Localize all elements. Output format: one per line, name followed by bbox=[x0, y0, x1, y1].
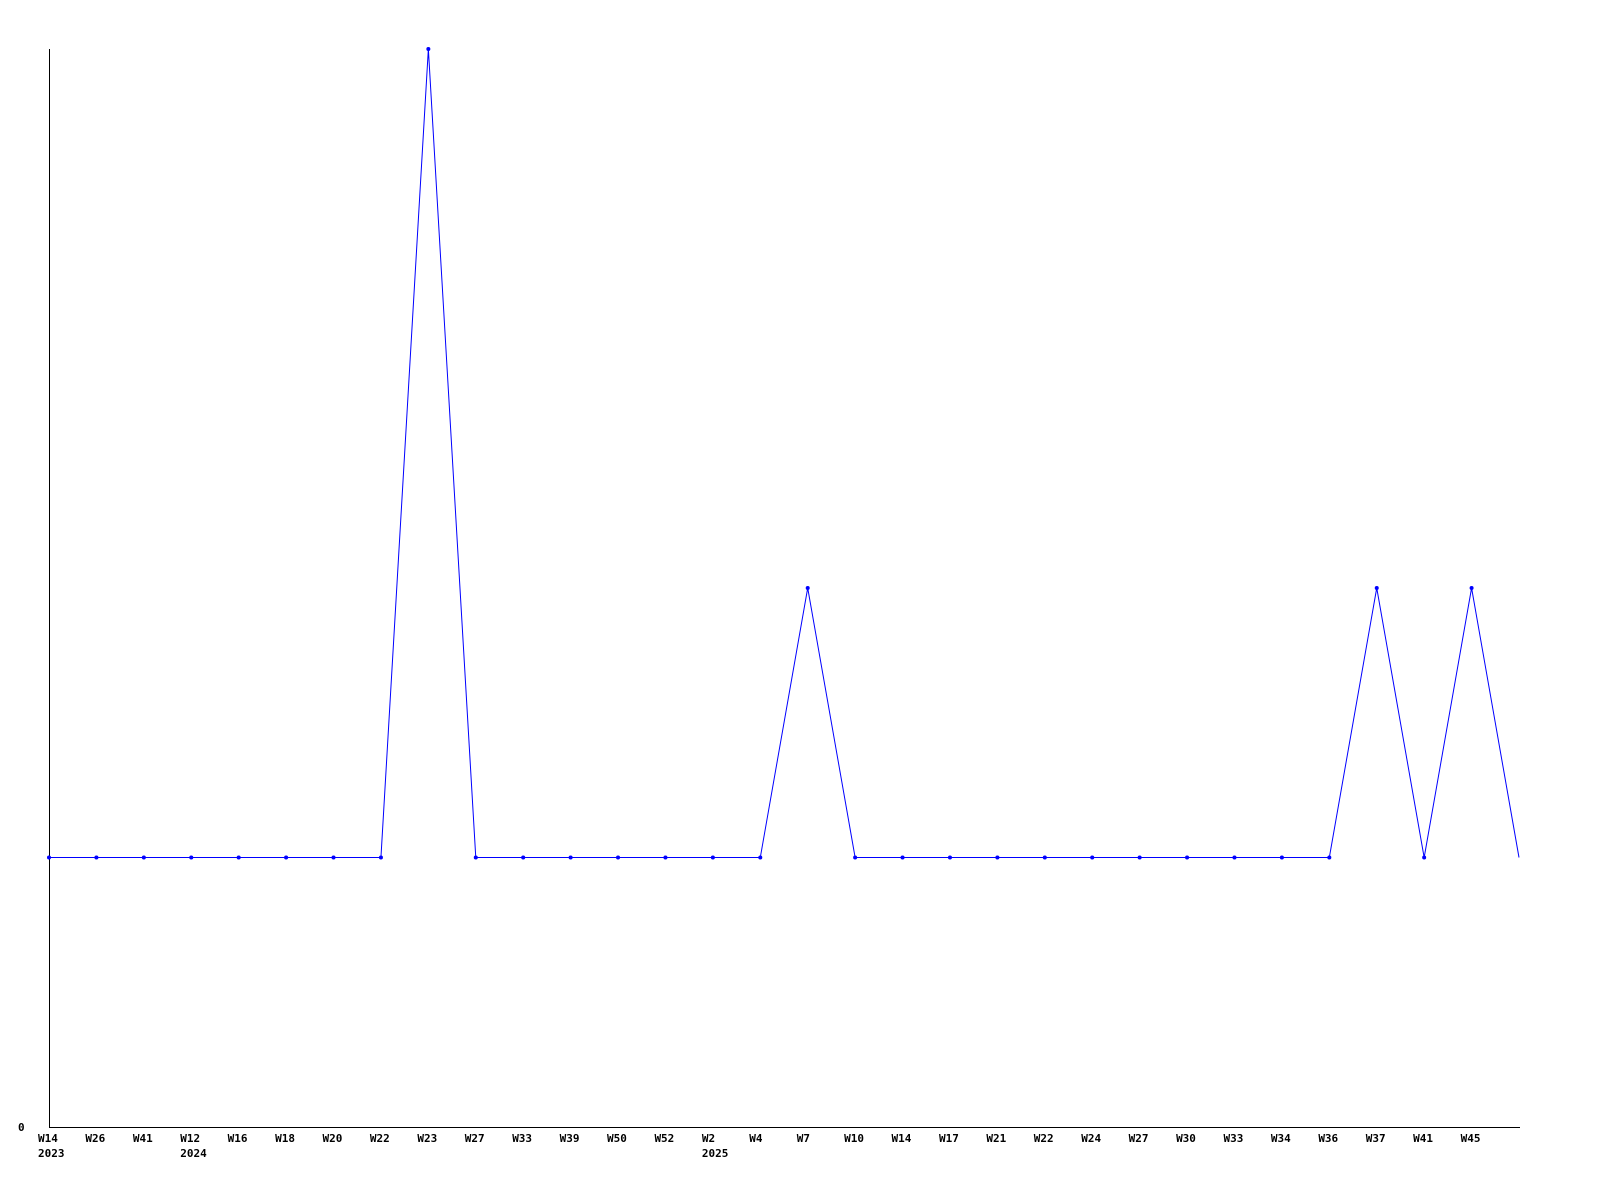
data-point bbox=[947, 855, 952, 860]
x-tick-label: W41 bbox=[133, 1132, 153, 1145]
data-point bbox=[141, 855, 146, 860]
x-tick-label: W27 bbox=[465, 1132, 485, 1145]
data-point bbox=[1374, 586, 1379, 590]
x-tick-label: W22 bbox=[1034, 1132, 1054, 1145]
data-point bbox=[426, 47, 431, 51]
x-tick-label: W7 bbox=[797, 1132, 810, 1145]
series-line bbox=[49, 48, 1520, 858]
x-tick-label: W14 bbox=[892, 1132, 912, 1145]
data-point bbox=[1279, 855, 1284, 860]
x-tick-label: W50 bbox=[607, 1132, 627, 1145]
data-point bbox=[995, 855, 1000, 860]
data-point bbox=[1137, 855, 1142, 860]
x-tick-label: W18 bbox=[275, 1132, 295, 1145]
x-tick-label: W45 bbox=[1461, 1132, 1481, 1145]
data-point bbox=[521, 855, 526, 860]
year-label: 2025 bbox=[702, 1147, 729, 1160]
data-point bbox=[331, 855, 336, 860]
x-tick-label: W21 bbox=[986, 1132, 1006, 1145]
data-point bbox=[710, 855, 715, 860]
data-point bbox=[1185, 855, 1190, 860]
x-tick-label: W16 bbox=[228, 1132, 248, 1145]
data-point bbox=[1090, 855, 1095, 860]
x-tick-label: W36 bbox=[1318, 1132, 1338, 1145]
x-tick-label: W4 bbox=[749, 1132, 763, 1145]
x-tick-label: W20 bbox=[323, 1132, 343, 1145]
x-tick-label: W33 bbox=[1223, 1132, 1243, 1145]
x-tick-label: W14 bbox=[38, 1132, 58, 1145]
x-tick-label: W33 bbox=[512, 1132, 532, 1145]
year-label: 2023 bbox=[38, 1147, 65, 1160]
data-point bbox=[805, 586, 810, 590]
x-tick-label: W17 bbox=[939, 1132, 959, 1145]
x-tick-label: W30 bbox=[1176, 1132, 1196, 1145]
x-tick-label: W2 bbox=[702, 1132, 715, 1145]
data-point bbox=[853, 855, 858, 860]
data-point bbox=[236, 855, 241, 860]
x-tick-label: W26 bbox=[85, 1132, 105, 1145]
x-tick-label: W27 bbox=[1129, 1132, 1149, 1145]
data-point bbox=[758, 855, 763, 860]
x-tick-label: W41 bbox=[1413, 1132, 1433, 1145]
data-point bbox=[900, 855, 905, 860]
data-point bbox=[663, 855, 668, 860]
data-point bbox=[1327, 855, 1332, 860]
data-point bbox=[473, 855, 478, 860]
data-point bbox=[568, 855, 573, 860]
x-tick-label: W24 bbox=[1081, 1132, 1101, 1145]
data-point bbox=[1232, 855, 1237, 860]
x-tick-label: W10 bbox=[844, 1132, 864, 1145]
x-tick-label: W37 bbox=[1366, 1132, 1386, 1145]
data-point bbox=[284, 855, 289, 860]
x-tick-label: W34 bbox=[1271, 1132, 1291, 1145]
year-label: 2024 bbox=[180, 1147, 207, 1160]
y-tick-label: 0 bbox=[18, 1121, 25, 1134]
x-tick-label: W52 bbox=[654, 1132, 674, 1145]
data-point bbox=[1422, 855, 1427, 860]
data-point bbox=[189, 855, 194, 860]
data-point bbox=[1042, 855, 1047, 860]
data-point bbox=[47, 855, 51, 860]
x-tick-label: W22 bbox=[370, 1132, 390, 1145]
data-point bbox=[94, 855, 99, 860]
data-point bbox=[616, 855, 621, 860]
x-tick-label: W12 bbox=[180, 1132, 200, 1145]
x-tick-label: W23 bbox=[417, 1132, 437, 1145]
x-tick-label: W39 bbox=[560, 1132, 580, 1145]
data-point bbox=[1469, 586, 1474, 590]
data-point bbox=[378, 855, 383, 860]
